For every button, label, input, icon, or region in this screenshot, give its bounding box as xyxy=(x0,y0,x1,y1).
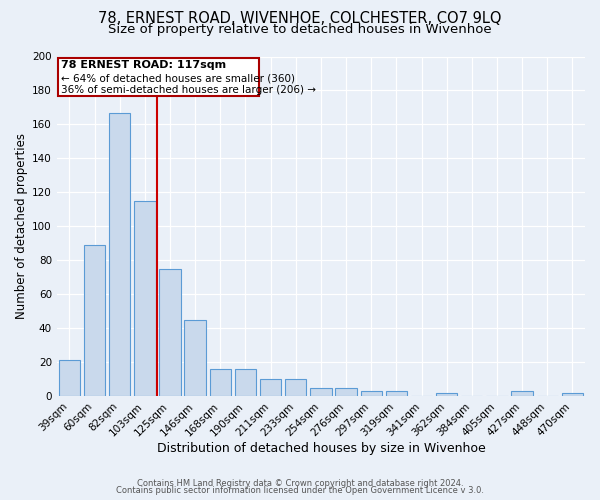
Bar xyxy=(511,391,533,396)
Text: ← 64% of detached houses are smaller (360): ← 64% of detached houses are smaller (36… xyxy=(61,74,295,84)
Bar xyxy=(159,269,181,396)
Bar xyxy=(134,201,155,396)
Bar xyxy=(209,369,231,396)
Bar xyxy=(260,379,281,396)
Text: Size of property relative to detached houses in Wivenhoe: Size of property relative to detached ho… xyxy=(108,22,492,36)
Y-axis label: Number of detached properties: Number of detached properties xyxy=(15,134,28,320)
Bar xyxy=(310,388,332,396)
Text: 78 ERNEST ROAD: 117sqm: 78 ERNEST ROAD: 117sqm xyxy=(61,60,226,70)
Text: 36% of semi-detached houses are larger (206) →: 36% of semi-detached houses are larger (… xyxy=(61,84,316,94)
Text: Contains HM Land Registry data © Crown copyright and database right 2024.: Contains HM Land Registry data © Crown c… xyxy=(137,478,463,488)
Bar xyxy=(386,391,407,396)
Bar xyxy=(84,245,105,396)
Text: Contains public sector information licensed under the Open Government Licence v : Contains public sector information licen… xyxy=(116,486,484,495)
Bar xyxy=(59,360,80,396)
Bar xyxy=(335,388,357,396)
Bar xyxy=(285,379,307,396)
X-axis label: Distribution of detached houses by size in Wivenhoe: Distribution of detached houses by size … xyxy=(157,442,485,455)
FancyBboxPatch shape xyxy=(58,58,259,96)
Text: 78, ERNEST ROAD, WIVENHOE, COLCHESTER, CO7 9LQ: 78, ERNEST ROAD, WIVENHOE, COLCHESTER, C… xyxy=(98,11,502,26)
Bar xyxy=(562,392,583,396)
Bar xyxy=(109,112,130,396)
Bar xyxy=(436,392,457,396)
Bar xyxy=(361,391,382,396)
Bar xyxy=(235,369,256,396)
Bar xyxy=(184,320,206,396)
